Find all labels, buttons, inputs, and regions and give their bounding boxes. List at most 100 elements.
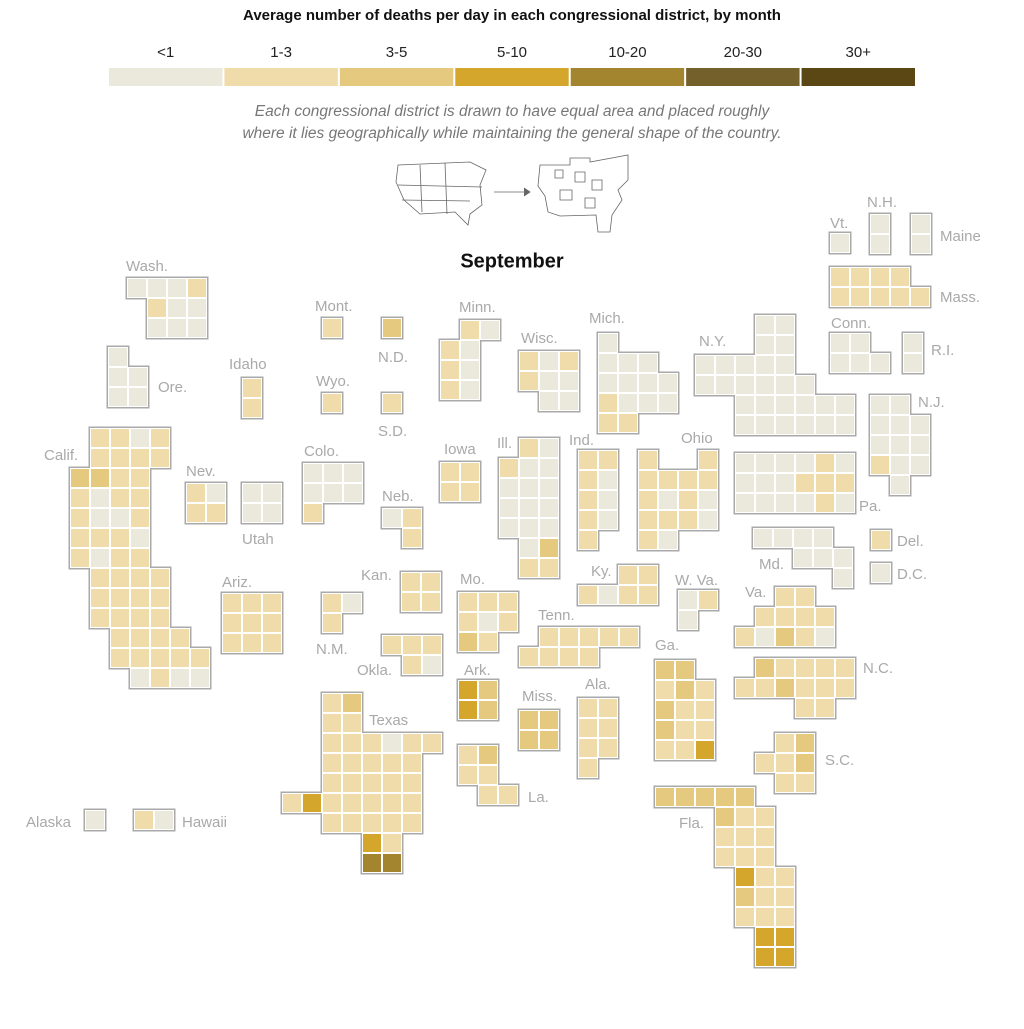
- district: [796, 608, 814, 626]
- district: [148, 319, 166, 337]
- district: [243, 634, 261, 652]
- district: [363, 734, 381, 752]
- district: [402, 593, 420, 611]
- state-label: Kan.: [361, 567, 392, 584]
- district: [363, 854, 381, 872]
- district: [540, 628, 558, 646]
- district: [756, 396, 774, 414]
- district: [243, 594, 261, 612]
- district: [679, 511, 697, 529]
- district: [344, 464, 362, 482]
- district: [716, 848, 734, 866]
- district: [71, 549, 89, 567]
- state: [753, 731, 817, 795]
- state-label: Mo.: [460, 571, 485, 588]
- state-label: Tenn.: [538, 607, 575, 624]
- legend-swatch: [686, 68, 800, 86]
- district: [756, 908, 774, 926]
- district: [679, 471, 697, 489]
- district: [796, 774, 814, 792]
- district: [263, 594, 281, 612]
- state: [380, 633, 444, 677]
- state-label: Nev.: [186, 463, 216, 480]
- district: [776, 888, 794, 906]
- district: [619, 394, 637, 412]
- state-label: Calif.: [44, 447, 78, 464]
- district: [441, 341, 459, 359]
- district: [599, 719, 617, 737]
- district: [619, 566, 637, 584]
- district: [131, 549, 149, 567]
- district: [129, 368, 147, 386]
- district: [461, 381, 479, 399]
- district: [111, 649, 129, 667]
- state: [399, 570, 443, 614]
- state: [733, 451, 857, 515]
- district: [383, 319, 401, 337]
- district: [794, 549, 812, 567]
- state: [576, 696, 620, 780]
- district: [323, 754, 341, 772]
- district: [756, 474, 774, 492]
- district: [91, 549, 109, 567]
- district: [423, 734, 441, 752]
- district: [111, 509, 129, 527]
- district: [816, 494, 834, 512]
- district: [696, 741, 714, 759]
- legend-swatch: [455, 68, 569, 86]
- district: [343, 594, 361, 612]
- district: [756, 928, 774, 946]
- district: [716, 808, 734, 826]
- district: [676, 701, 694, 719]
- state: [320, 391, 344, 415]
- state-label: Neb.: [382, 488, 414, 505]
- district: [796, 454, 814, 472]
- state: [636, 448, 720, 552]
- month-title: September: [460, 250, 564, 272]
- district: [403, 734, 421, 752]
- district: [540, 519, 558, 537]
- district: [796, 754, 814, 772]
- district: [836, 474, 854, 492]
- district: [479, 593, 497, 611]
- district: [639, 531, 657, 549]
- district: [836, 659, 854, 677]
- state-label: Wyo.: [316, 373, 350, 390]
- state-label: Iowa: [444, 441, 476, 458]
- district: [834, 569, 852, 587]
- state: [456, 590, 520, 654]
- district: [459, 593, 477, 611]
- district: [599, 451, 617, 469]
- state: [653, 785, 797, 969]
- district: [188, 319, 206, 337]
- state-label: Ga.: [655, 637, 679, 654]
- district: [679, 591, 697, 609]
- district: [579, 699, 597, 717]
- district: [891, 456, 909, 474]
- state-label: S.D.: [378, 423, 407, 440]
- district: [168, 279, 186, 297]
- state-label: Md.: [759, 556, 784, 573]
- district: [579, 491, 597, 509]
- legend-swatch: [224, 68, 338, 86]
- district: [676, 661, 694, 679]
- state-label: R.I.: [931, 342, 954, 359]
- district: [403, 636, 421, 654]
- state-label: Pa.: [859, 498, 882, 515]
- district: [831, 234, 849, 252]
- district: [599, 354, 617, 372]
- district: [243, 614, 261, 632]
- district: [283, 794, 301, 812]
- district: [223, 594, 241, 612]
- district: [304, 484, 322, 502]
- district: [831, 288, 849, 306]
- state: [83, 808, 107, 832]
- district: [736, 679, 754, 697]
- district: [696, 701, 714, 719]
- district: [540, 711, 558, 729]
- state-label: Alaska: [26, 814, 72, 831]
- district: [776, 774, 794, 792]
- district: [891, 476, 909, 494]
- district: [263, 504, 281, 522]
- district: [679, 491, 697, 509]
